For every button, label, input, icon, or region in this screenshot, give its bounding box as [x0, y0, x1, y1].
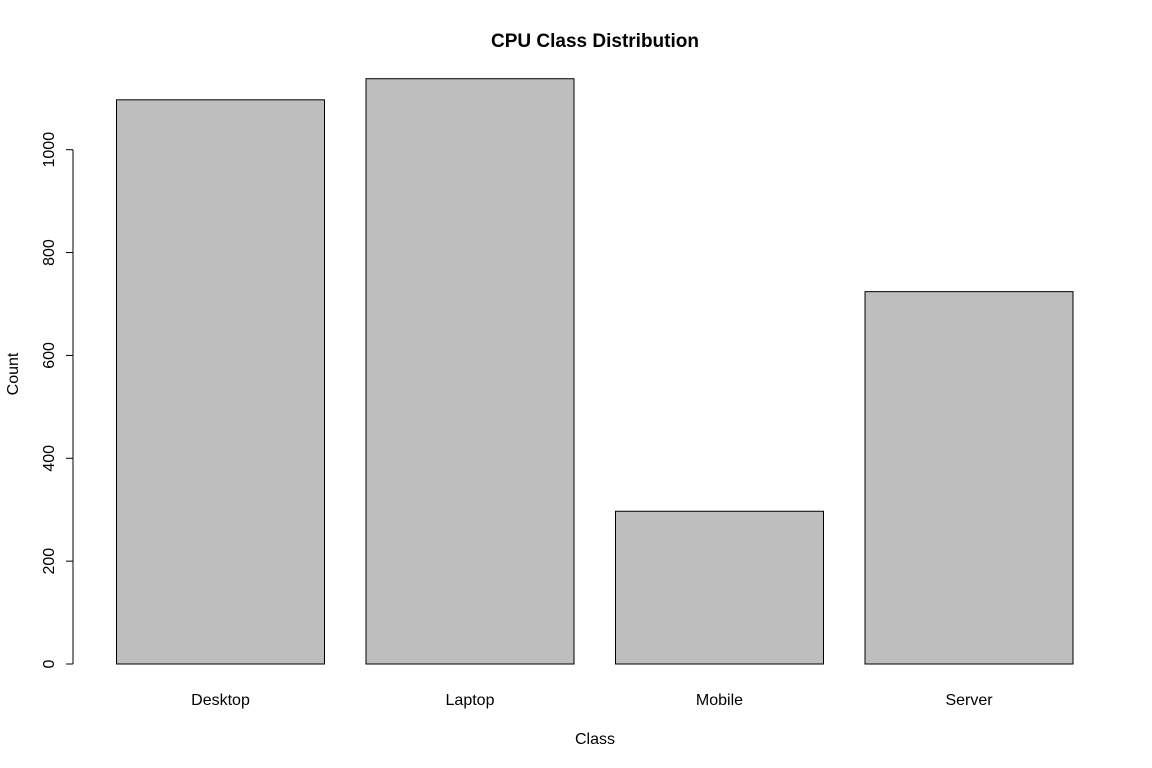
x-tick-label: Server: [945, 692, 993, 709]
y-axis: 0 200 400 600 800 1000: [41, 132, 74, 668]
x-tick-label: Mobile: [696, 692, 743, 709]
y-tick-label: 600: [41, 342, 58, 369]
bar-server: [864, 291, 1074, 665]
chart-title: CPU Class Distribution: [491, 31, 699, 52]
y-tick-label: 0: [41, 659, 58, 668]
x-axis-label: Class: [575, 731, 615, 748]
y-tick-label: 1000: [41, 132, 58, 168]
y-tick-label: 200: [41, 548, 58, 575]
x-tick-label: Desktop: [191, 692, 250, 709]
bar-mobile: [615, 510, 824, 665]
bar-laptop: [365, 78, 575, 665]
y-tick-label: 400: [41, 445, 58, 472]
y-tick-label: 800: [41, 239, 58, 266]
x-tick-labels: Desktop Laptop Mobile Server: [191, 692, 993, 709]
x-tick-label: Laptop: [446, 692, 495, 709]
bar-desktop: [116, 99, 325, 665]
bars-group: [116, 78, 1074, 665]
y-axis-label: Count: [5, 352, 22, 395]
